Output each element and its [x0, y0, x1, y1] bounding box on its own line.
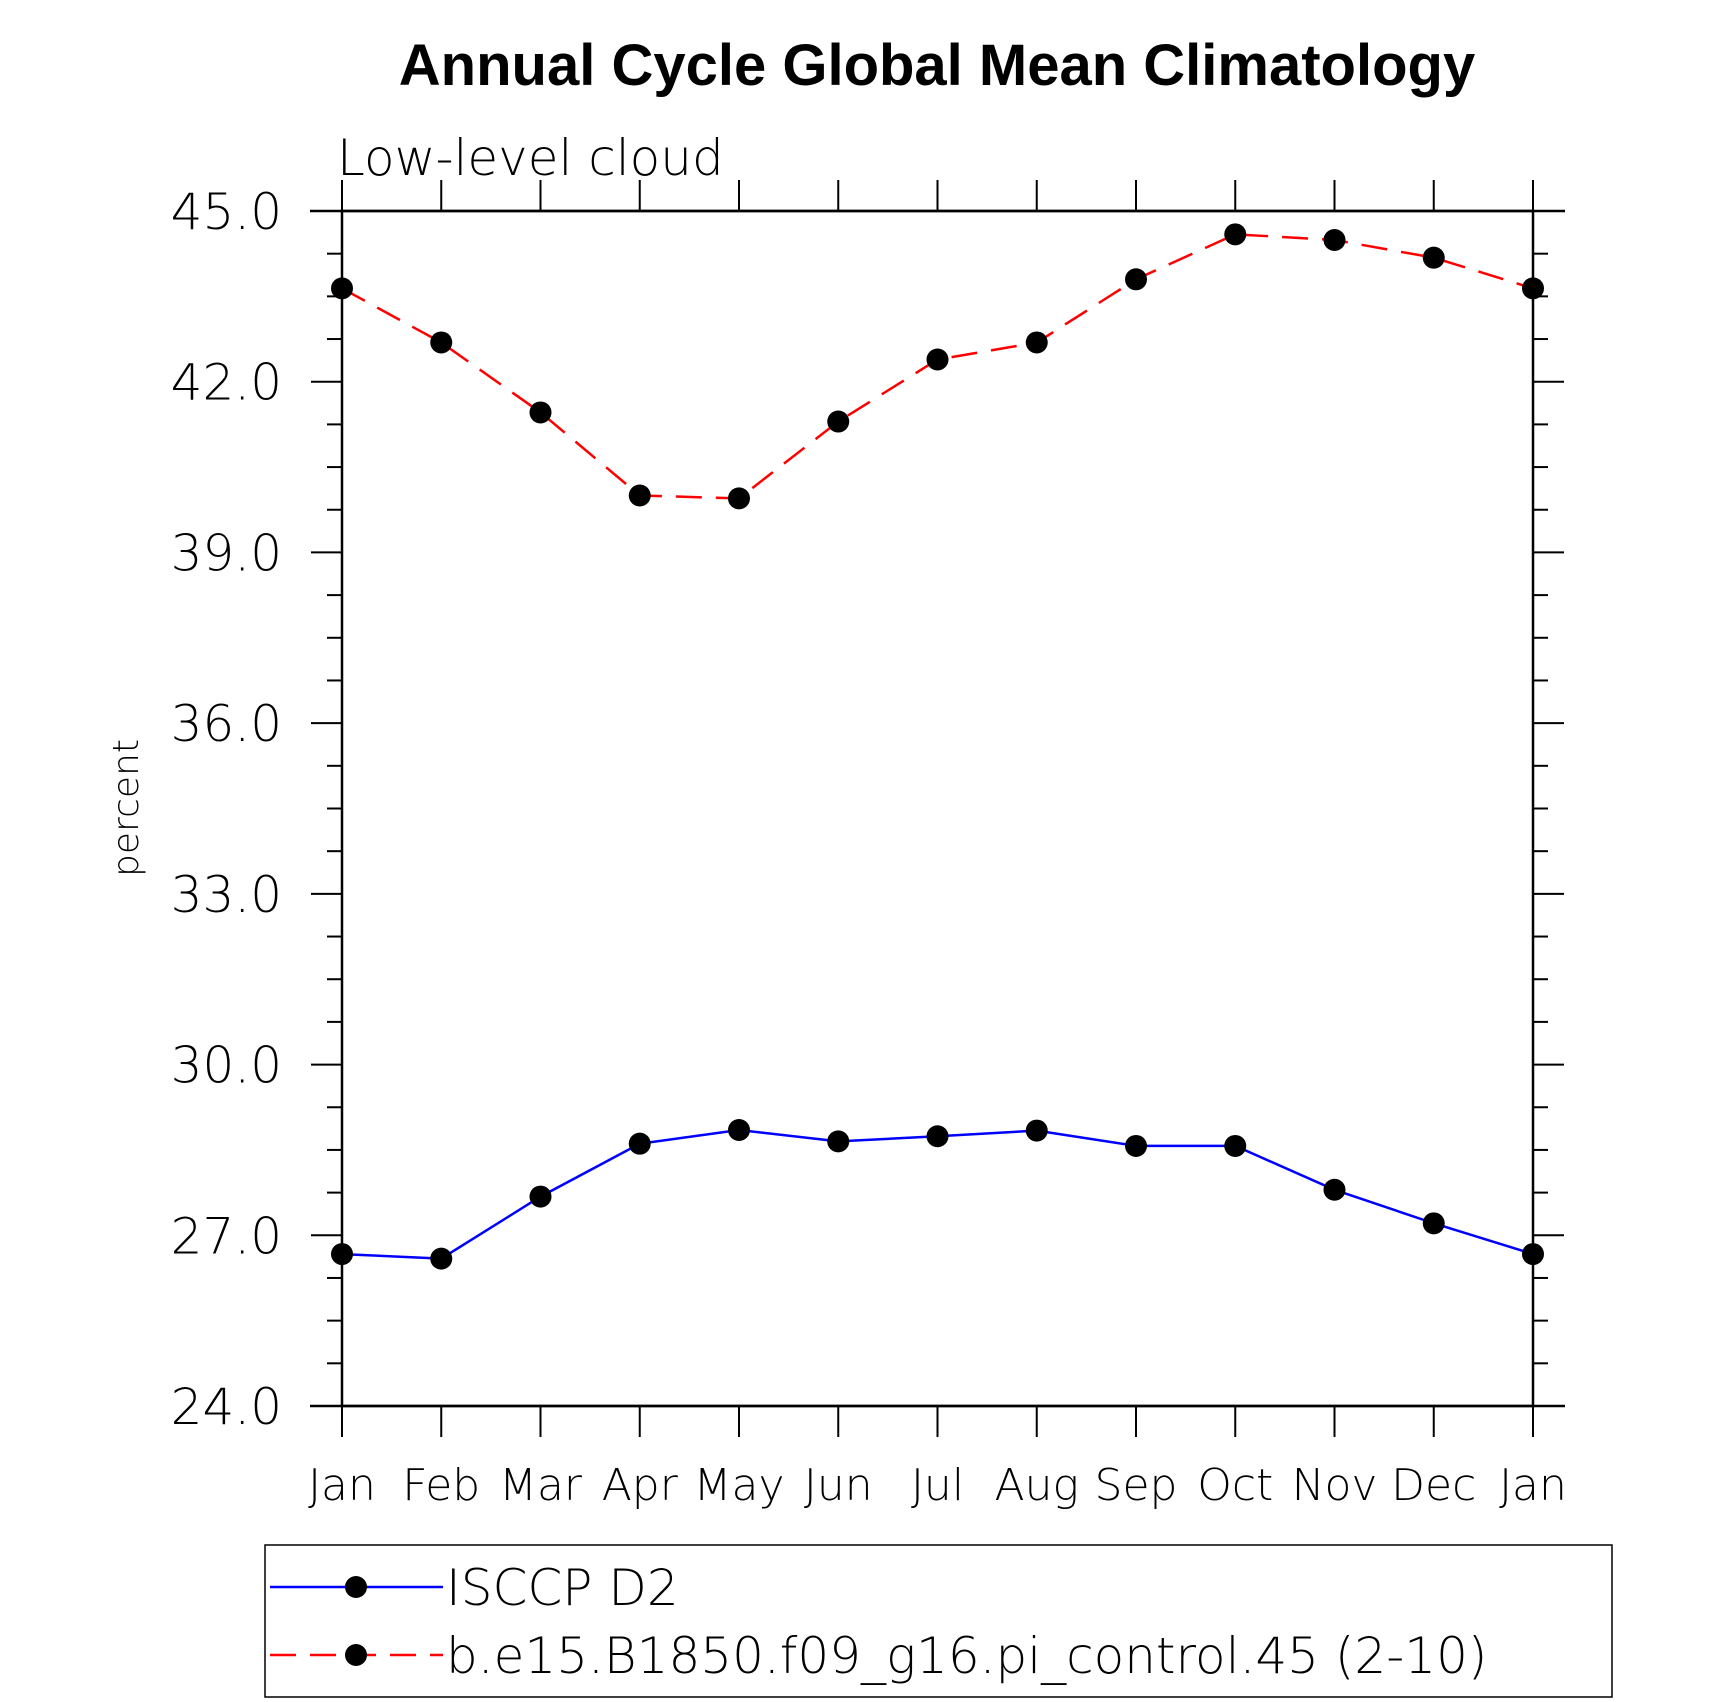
chart-title: Annual Cycle Global Mean Climatology	[399, 33, 1475, 98]
data-point	[926, 348, 949, 371]
legend-marker-model	[345, 1644, 367, 1666]
y-tick-label: 45.0	[171, 183, 282, 241]
data-point	[628, 484, 651, 507]
y-tick-label: 30.0	[171, 1037, 282, 1095]
data-point	[1224, 223, 1247, 246]
data-point	[331, 277, 353, 300]
x-tick-label: Nov	[1292, 1460, 1378, 1511]
y-axis-label: percent	[106, 739, 147, 877]
y-tick-label: 24.0	[171, 1378, 282, 1436]
x-tick-label: Apr	[602, 1460, 679, 1511]
legend: ISCCP D2 b.e15.B1850.f09_g16.pi_control.…	[264, 1544, 1613, 1698]
data-point	[728, 487, 750, 510]
x-tick-label: Jan	[1499, 1460, 1567, 1511]
chart-subtitle: Low-level cloud	[337, 129, 724, 187]
data-point	[1422, 246, 1445, 269]
legend-label-isccp: ISCCP D2	[446, 1559, 679, 1617]
data-point	[430, 1247, 453, 1270]
data-point	[529, 401, 552, 424]
data-point	[1025, 331, 1048, 354]
legend-box	[264, 1544, 1613, 1698]
y-tick-label: 36.0	[171, 695, 282, 753]
x-tick-label: Dec	[1391, 1460, 1476, 1511]
series-line-0	[341, 1128, 1534, 1260]
x-tick-label: Jun	[804, 1460, 873, 1511]
legend-marker-isccp	[345, 1576, 367, 1598]
data-point	[827, 1130, 850, 1153]
y-tick-label: 27.0	[171, 1207, 282, 1265]
x-tick-label: Jul	[911, 1460, 964, 1511]
data-point	[430, 331, 453, 354]
data-point	[331, 1243, 353, 1266]
data-point	[529, 1185, 552, 1208]
data-point	[728, 1119, 750, 1142]
data-point	[1125, 1134, 1147, 1157]
y-tick-label: 33.0	[171, 866, 282, 924]
axes	[310, 209, 1565, 1408]
y-tick-label: 42.0	[171, 354, 282, 412]
data-point	[1025, 1119, 1048, 1142]
data-point	[1522, 1243, 1544, 1266]
y-axis-ticks: 24.0 27.0 30.0 33.0 36.0 39.0 42.0 45.0	[171, 183, 1564, 1436]
x-tick-label: Oct	[1197, 1460, 1273, 1511]
data-point	[827, 410, 850, 433]
x-tick-label: Jan	[308, 1460, 376, 1511]
data-point	[1323, 1178, 1346, 1201]
data-point	[628, 1132, 651, 1155]
x-tick-label: Mar	[499, 1460, 583, 1511]
plot-frame	[340, 209, 1535, 1408]
data-point	[1522, 277, 1544, 300]
x-tick-label: Sep	[1095, 1460, 1178, 1511]
data-point	[926, 1125, 949, 1148]
data-point	[1224, 1134, 1247, 1157]
x-tick-label: May	[694, 1460, 785, 1511]
x-tick-label: Feb	[402, 1460, 480, 1511]
x-tick-label: Aug	[995, 1460, 1079, 1511]
series-layer	[331, 223, 1544, 1270]
y-tick-label: 39.0	[171, 524, 282, 582]
x-axis-ticks: Jan Feb Mar Apr May Jun Jul Aug Sep Oct Nov Dec Jan	[308, 180, 1567, 1511]
legend-label-model: b.e15.B1850.f09_g16.pi_control.45 (2-10)	[446, 1627, 1487, 1685]
data-point	[1125, 268, 1147, 291]
data-point	[1323, 229, 1346, 252]
data-point	[1422, 1212, 1445, 1235]
